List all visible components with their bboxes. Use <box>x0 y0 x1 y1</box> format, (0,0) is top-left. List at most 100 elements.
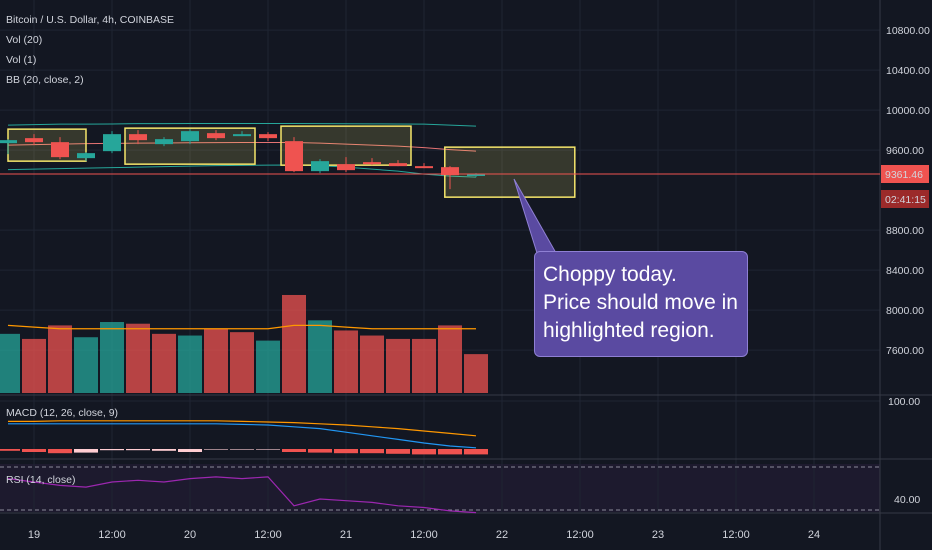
time-tick-label: 12:00 <box>566 529 594 541</box>
volume-ma-line <box>7 324 476 330</box>
last-price-tag <box>881 165 929 183</box>
volume-bar <box>256 340 280 393</box>
candle-body <box>285 141 303 172</box>
time-tick-label: 19 <box>28 529 40 541</box>
annotation-callout[interactable]: Choppy today. Price should move in highl… <box>534 251 748 357</box>
candle-body <box>0 140 17 144</box>
price-tick-label: 10800.00 <box>886 25 930 37</box>
macd-hist-bar <box>282 449 306 452</box>
candle-body <box>25 138 43 143</box>
vol20-legend: Vol (20) <box>6 34 43 46</box>
highlight-box-1 <box>7 128 87 162</box>
time-tick-label: 21 <box>340 529 352 541</box>
volume-bar <box>100 322 124 393</box>
volume-bar <box>230 332 254 393</box>
callout-line-1: Choppy today. <box>543 263 677 286</box>
volume-bar <box>74 337 98 393</box>
volume-bar <box>0 333 20 393</box>
volume-bar <box>126 323 150 393</box>
time-tick-label: 12:00 <box>410 529 438 541</box>
candle-body <box>51 142 69 158</box>
volume-bar <box>386 338 410 393</box>
macd-line <box>8 423 477 449</box>
volume-bar <box>360 335 384 393</box>
volume-bar <box>308 320 332 393</box>
candle-body <box>363 162 381 165</box>
volume-bar <box>438 325 462 393</box>
countdown-tag <box>881 190 929 208</box>
candle-body <box>467 174 485 176</box>
macd-hist-bar <box>230 449 254 450</box>
bb-lower-line <box>7 164 477 178</box>
candle-body <box>233 134 251 137</box>
price-tick-label: 9600.00 <box>886 145 924 157</box>
rsi-line <box>7 476 477 514</box>
bb-upper-line <box>7 123 477 127</box>
price-tick-label: 7600.00 <box>886 345 924 357</box>
price-tick-label: 10000.00 <box>886 105 930 117</box>
macd-hist-bar <box>22 449 46 452</box>
macd-legend: MACD (12, 26, close, 9) <box>6 407 119 419</box>
macd-tick-label: 100.00 <box>888 396 920 408</box>
time-tick-label: 12:00 <box>98 529 126 541</box>
candle-body <box>155 139 173 145</box>
bb-legend: BB (20, close, 2) <box>6 74 84 86</box>
volume-bar <box>464 354 488 393</box>
callout-line-3: highlighted region. <box>543 319 715 342</box>
volume-bar <box>48 325 72 393</box>
price-tick-label: 8000.00 <box>886 305 924 317</box>
candle-body <box>441 167 459 176</box>
macd-hist-bar <box>308 449 332 453</box>
macd-hist-bar <box>126 449 150 451</box>
time-tick-label: 12:00 <box>722 529 750 541</box>
macd-hist-bar <box>464 449 488 455</box>
candle-body <box>389 163 407 167</box>
vol1-legend: Vol (1) <box>6 54 37 66</box>
volume-bar <box>282 294 306 393</box>
rsi-tick-label: 40.00 <box>894 494 920 506</box>
time-tick-label: 24 <box>808 529 820 541</box>
macd-hist-bar <box>204 449 228 450</box>
macd-hist-bar <box>360 449 384 454</box>
macd-hist-bar <box>256 449 280 450</box>
countdown-label: 02:41:15 <box>885 194 926 206</box>
macd-hist-bar <box>334 449 358 454</box>
signal-line <box>8 420 477 437</box>
time-tick-label: 22 <box>496 529 508 541</box>
volume-bar <box>204 328 228 393</box>
macd-hist-bar <box>178 449 202 452</box>
main-legend: Bitcoin / U.S. Dollar, 4h, COINBASE <box>6 14 175 26</box>
price-tick-label: 10400.00 <box>886 65 930 77</box>
macd-hist-bar <box>152 449 176 451</box>
candle-body <box>103 134 121 152</box>
last-price-label: 9361.46 <box>885 169 923 181</box>
candle-body <box>207 133 225 139</box>
rsi-band-fill <box>0 464 880 512</box>
time-tick-label: 20 <box>184 529 196 541</box>
candle-body <box>77 153 95 159</box>
macd-hist-bar <box>412 449 436 455</box>
macd-hist-bar <box>48 449 72 454</box>
candle-body <box>311 161 329 172</box>
candle-body <box>337 164 355 171</box>
candle-body <box>259 134 277 139</box>
candle-body <box>415 166 433 169</box>
candle-body <box>129 134 147 141</box>
macd-hist-bar <box>100 449 124 451</box>
volume-bar <box>22 338 46 393</box>
candle-body <box>181 131 199 142</box>
price-tick-label: 8400.00 <box>886 265 924 277</box>
rsi-legend: RSI (14, close) <box>6 474 76 486</box>
macd-hist-bar <box>386 449 410 454</box>
time-tick-label: 23 <box>652 529 664 541</box>
macd-hist-bar <box>74 449 98 453</box>
time-tick-label: 12:00 <box>254 529 282 541</box>
macd-hist-bar <box>0 449 20 451</box>
volume-bar <box>334 330 358 393</box>
highlight-box-4 <box>444 146 576 198</box>
macd-hist-bar <box>438 449 462 455</box>
volume-bar <box>152 333 176 393</box>
volume-bar <box>412 338 436 393</box>
price-tick-label: 8800.00 <box>886 225 924 237</box>
